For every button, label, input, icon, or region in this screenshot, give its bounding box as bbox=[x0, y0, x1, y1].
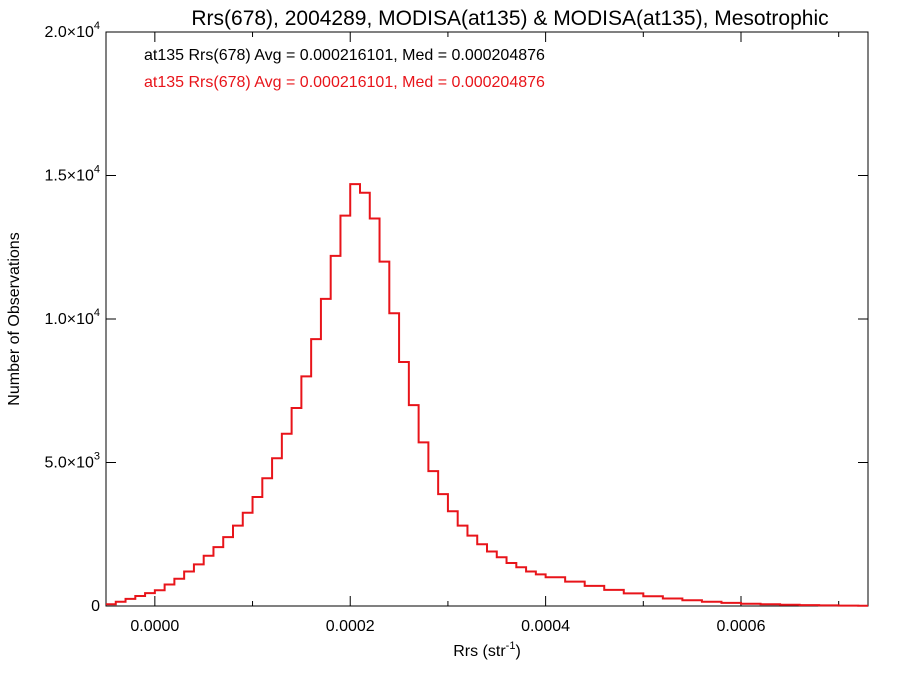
x-axis-label-base: Rrs (str bbox=[453, 643, 506, 660]
y-tick-label: 1.0×104 bbox=[44, 307, 100, 328]
y-tick-label-base: 0 bbox=[91, 598, 100, 615]
x-axis: 0.0000 0.0002 0.0004 0.0006 bbox=[130, 32, 840, 635]
y-tick-label: 0 bbox=[91, 598, 100, 615]
y-tick-label-base: 5.0×10 bbox=[44, 455, 93, 472]
x-tick-label: 0.0004 bbox=[521, 618, 570, 635]
y-tick-label-sup: 4 bbox=[94, 307, 100, 319]
x-axis-label-sup: -1 bbox=[506, 640, 516, 652]
x-axis-label: Rrs (str-1) bbox=[453, 640, 521, 660]
y-tick-label-base: 1.5×10 bbox=[44, 168, 93, 185]
annotation-group: at135 Rrs(678) Avg = 0.000216101, Med = … bbox=[144, 47, 545, 91]
x-tick-label: 0.0002 bbox=[326, 618, 375, 635]
y-tick-label: 1.5×104 bbox=[44, 164, 100, 185]
chart-title: Rrs(678), 2004289, MODISA(at135) & MODIS… bbox=[191, 7, 828, 30]
histogram-line bbox=[106, 183, 868, 607]
y-tick-label-sup: 4 bbox=[94, 164, 100, 176]
y-tick-label: 5.0×103 bbox=[44, 451, 100, 472]
y-tick-label-sup: 4 bbox=[94, 20, 100, 32]
annotation-1: at135 Rrs(678) Avg = 0.000216101, Med = … bbox=[144, 47, 545, 64]
x-tick-label: 0.0006 bbox=[717, 618, 766, 635]
annotation-2: at135 Rrs(678) Avg = 0.000216101, Med = … bbox=[144, 74, 545, 91]
x-axis-label-end: ) bbox=[515, 643, 520, 660]
y-tick-label-base: 1.0×10 bbox=[44, 311, 93, 328]
y-axis-label: Number of Observations bbox=[6, 232, 23, 405]
plot-frame bbox=[105, 31, 869, 607]
y-tick-label: 2.0×104 bbox=[44, 20, 100, 41]
y-tick-label-sup: 3 bbox=[94, 451, 100, 463]
y-tick-label-base: 2.0×10 bbox=[44, 24, 93, 41]
x-tick-label: 0.0000 bbox=[130, 618, 179, 635]
